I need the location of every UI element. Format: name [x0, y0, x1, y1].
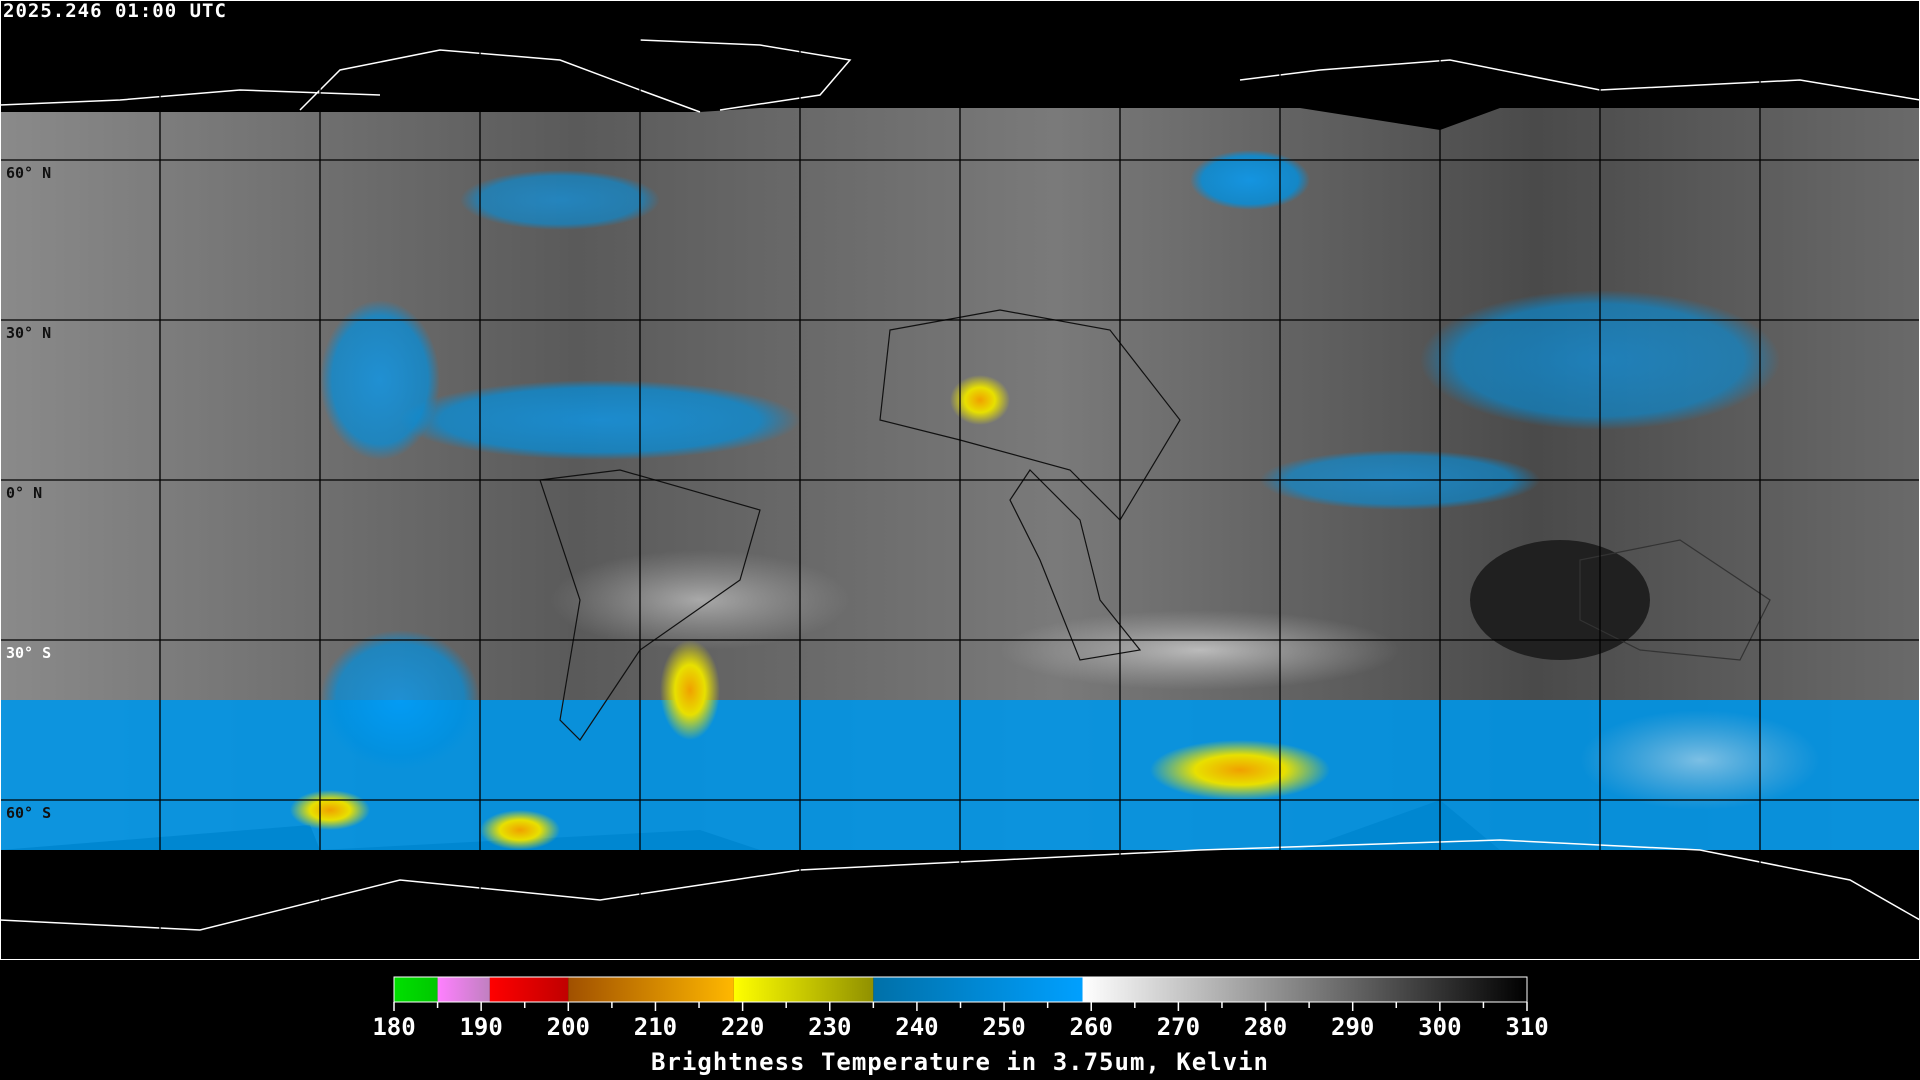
timestamp: 2025.246 01:00 UTC [3, 0, 227, 22]
colorbar-tick-label: 220 [720, 1013, 765, 1041]
colorbar-tick-label: 260 [1069, 1013, 1113, 1041]
colorbar-tick-label: 290 [1331, 1013, 1375, 1041]
colorbar-tick-label: 270 [1156, 1013, 1201, 1041]
lat-label-60n: 60° N [6, 164, 52, 182]
colorbar-tick-label: 190 [459, 1013, 503, 1041]
colorbar-tick-label: 240 [895, 1013, 939, 1041]
colorbar-segment [394, 977, 438, 1002]
lat-label-30n: 30° N [6, 324, 52, 342]
colorbar-tick-label: 280 [1243, 1013, 1288, 1041]
colorbar-tick-label: 180 [372, 1013, 416, 1041]
colorbar-segment [489, 977, 569, 1002]
lat-label-60s: 60° S [6, 804, 52, 822]
colorbar-segment [437, 977, 490, 1002]
colorbar-tick-label: 250 [982, 1013, 1026, 1041]
colorbar-tick-label: 300 [1418, 1013, 1462, 1041]
colorbar-tick-label: 200 [546, 1013, 590, 1041]
lat-lon-grid [0, 799, 1920, 801]
colorbar-segment [568, 977, 734, 1002]
colorbar-segment [733, 977, 874, 1002]
colorbar-tick-label: 230 [808, 1013, 852, 1041]
colorbar-tick-label: 310 [1505, 1013, 1549, 1041]
colorbar-tick-label: 210 [633, 1013, 678, 1041]
colorbar-frame [393, 976, 1528, 1003]
colorbar-segment [1082, 977, 1527, 1002]
colorbar-segment [873, 977, 1083, 1002]
lat-label-0n: 0° N [6, 484, 43, 502]
coastlines [0, 39, 1920, 931]
satellite-map [0, 0, 1920, 960]
lat-label-30s: 30° S [6, 644, 52, 662]
colorbar-title: Brightness Temperature in 3.75um, Kelvin [651, 1048, 1269, 1076]
